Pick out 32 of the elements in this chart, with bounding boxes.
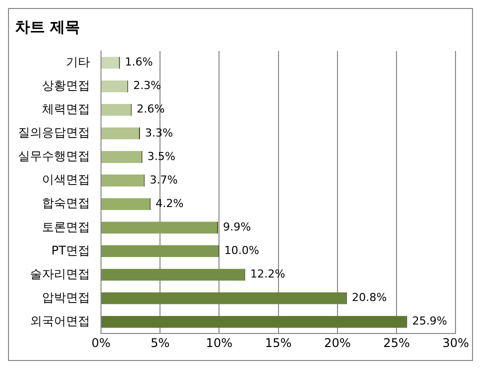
y-tick-label: 합숙면접 [42,196,90,210]
x-tick-label: 30% [442,336,469,350]
data-label: 3.5% [147,150,176,163]
data-label: 4.2% [156,196,184,210]
x-tick-label: 20% [324,336,351,350]
y-tick-label: 토론면접 [42,220,90,234]
data-label: 2.6% [136,102,165,116]
x-tick-label: 15% [264,336,292,350]
data-label: 10.0% [224,244,260,258]
data-label: 2.3% [133,79,162,92]
y-tick-label: 질의응답면접 [18,126,90,140]
x-tick-label: 10% [206,336,233,350]
y-tick-label: 외국어면접 [30,314,90,328]
x-tick-label: 25% [383,336,410,350]
x-tick-label: 0% [91,336,111,350]
y-tick-label: 실무수행면접 [18,149,90,164]
y-tick-label: 이색면접 [42,172,90,187]
y-tick-label: 술자리면접 [30,266,90,281]
x-tick-label: 5% [150,336,170,350]
y-tick-label: 상황면접 [42,78,90,92]
y-tick-label: 압박면접 [42,290,90,304]
data-label: 3.7% [150,173,178,186]
data-label: 20.8% [352,291,387,304]
data-label: 1.6% [124,56,153,69]
data-label: 3.3% [145,126,173,140]
data-label: 25.9% [412,314,448,328]
chart-title: 차트 제목 [15,18,80,36]
data-label: 9.9% [223,220,251,234]
data-label: 12.2% [250,268,286,281]
y-tick-label: 기타 [66,54,90,69]
y-tick-label: PT면접 [51,243,90,258]
y-tick-label: 체력면접 [42,102,90,116]
